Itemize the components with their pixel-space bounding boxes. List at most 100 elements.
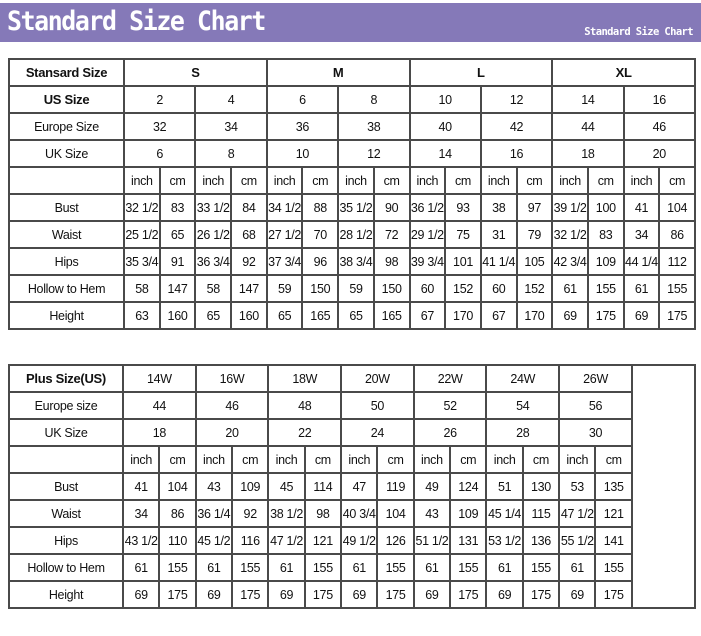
measurement-value: 65 [265,301,304,330]
row-label: UK Size [8,418,124,447]
uk-size: 18 [551,139,625,168]
measurement-value: 49 [412,472,452,501]
measurement-value: 160 [158,301,197,330]
measurement-value: 67 [408,301,447,330]
measurement-value: 175 [303,580,343,609]
measurement-row: Waist 34 86 36 1/4 92 38 1/2 98 40 3/4 104 43 109 4… [8,499,695,528]
measurement-value: 130 [521,472,561,501]
page-subtitle: Standard Size Chart [584,26,693,38]
plus-size-row: Plus Size(US) 14W 16W 18W 20W 22W 24W 26W [8,364,696,609]
measurement-row: Waist 25 1/2 65 26 1/2 68 27 1/2 70 28 1/2 72 29 … [8,220,696,249]
row-label: Hips [8,526,124,555]
measurement-row: Height 69 175 69 175 69 175 69 175 69 175 69 175 69 17… [8,580,695,609]
uk-size: 24 [340,418,415,447]
measurement-value: 92 [231,499,270,528]
unit-inch: inch [340,445,379,474]
measurement-value: 101 [444,247,482,276]
empty-column [631,364,696,609]
uk-size: 26 [412,418,488,447]
measurement-value: 165 [301,301,340,330]
measurement-row: Hollow to Hem 61 155 61 155 61 155 61 155 61 155 61… [8,553,695,582]
unit-row: inch cm inch cm inch cm inch cm inch cm inch cm inch… [8,445,695,474]
europe-size: 52 [412,391,488,420]
us-size: 14 [551,85,625,114]
measurement-value: 41 [622,193,661,222]
measurement-value: 34 1/2 [265,193,304,222]
europe-size: 56 [558,391,633,420]
measurement-row: Bust 41 104 43 109 45 114 47 119 49 124 51 130 53 135 [8,472,695,501]
measurement-value: 60 [479,274,518,303]
europe-size: 32 [122,112,197,141]
measurement-value: 45 1/2 [194,526,234,555]
measurement-value: 92 [230,247,268,276]
measurement-value: 175 [231,580,270,609]
europe-size: 42 [479,112,554,141]
measurement-value: 55 1/2 [558,526,597,555]
measurement-value: 155 [658,274,696,303]
unit-cm: cm [515,166,554,195]
unit-inch: inch [194,166,233,195]
us-size: 2 [122,85,197,114]
measurement-value: 93 [444,193,482,222]
measurement-value: 35 3/4 [123,247,161,276]
uk-size: 8 [194,139,268,168]
size-group-M: M [265,58,411,87]
measurement-value: 86 [158,499,197,528]
measurement-value: 39 3/4 [408,247,447,276]
standard-size-table: Stansard Size S M L XL US Size 2 4 6 8 10 12 14 16 Eur… [8,58,697,330]
measurement-value: 47 1/2 [558,499,597,528]
measurement-value: 36 1/2 [408,193,447,222]
unit-inch: inch [267,445,306,474]
uk-size: 20 [622,139,697,168]
measurement-value: 155 [376,553,415,582]
uk-size: 16 [479,139,554,168]
measurement-value: 47 1/2 [267,526,306,555]
row-label: Plus Size(US) [8,364,124,393]
measurement-value: 155 [158,553,197,582]
unit-cm: cm [586,166,625,195]
unit-cm: cm [376,445,415,474]
uk-size: 20 [194,418,270,447]
plus-size: 14W [122,364,197,393]
europe-size: 44 [551,112,625,141]
measurement-value: 42 3/4 [551,247,589,276]
measurement-value: 38 3/4 [337,247,375,276]
measurement-value: 39 1/2 [551,193,589,222]
unit-cm: cm [230,166,268,195]
measurement-value: 155 [449,553,488,582]
row-label: Hollow to Hem [8,274,125,303]
uk-size: 10 [265,139,340,168]
measurement-value: 69 [622,301,661,330]
unit-inch: inch [121,445,161,474]
measurement-value: 104 [658,193,696,222]
measurement-value: 58 [194,274,233,303]
measurement-value: 51 1/2 [412,526,452,555]
measurement-value: 136 [521,526,561,555]
row-label: Height [8,580,124,609]
plus-size: 24W [485,364,561,393]
unit-inch: inch [485,445,524,474]
measurement-value: 98 [303,499,343,528]
measurement-value: 29 1/2 [408,220,447,249]
measurement-value: 32 1/2 [123,193,161,222]
empty-cell [8,445,124,474]
unit-cm: cm [372,166,411,195]
measurement-value: 141 [594,526,633,555]
measurement-value: 121 [594,499,633,528]
measurement-value: 59 [337,274,375,303]
measurement-row: Height 63 160 65 160 65 165 65 165 67 170 67 170 69 17… [8,301,696,330]
measurement-row: Hollow to Hem 58 147 58 147 59 150 59 150 60 152 60… [8,274,696,303]
measurement-value: 43 1/2 [121,526,161,555]
measurement-value: 155 [586,274,625,303]
row-label: US Size [8,85,125,114]
measurement-value: 45 [267,472,306,501]
measurement-value: 45 1/4 [485,499,524,528]
measurement-value: 36 1/4 [194,499,234,528]
measurement-value: 109 [586,247,625,276]
measurement-value: 109 [231,472,270,501]
measurement-row: Bust 32 1/2 83 33 1/2 84 34 1/2 88 35 1/2 90 36 1… [8,193,696,222]
plus-size: 26W [558,364,633,393]
page-title: Standard Size Chart [7,6,266,37]
measurement-value: 98 [372,247,411,276]
measurement-value: 34 [121,499,161,528]
